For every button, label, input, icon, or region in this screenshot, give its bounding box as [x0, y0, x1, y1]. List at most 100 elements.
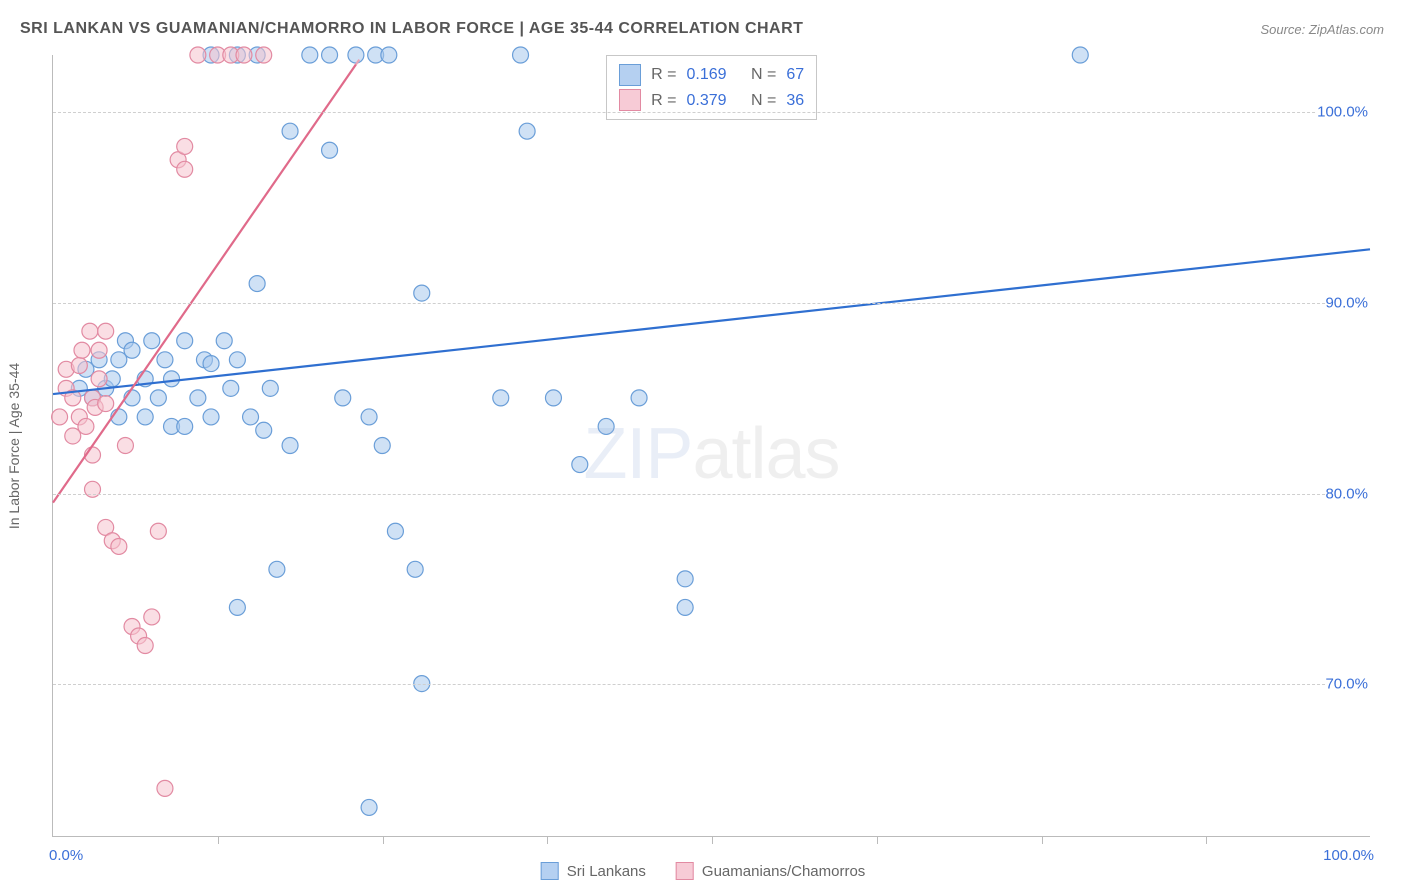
- y-tick-label: 90.0%: [1325, 294, 1374, 311]
- x-tick-label: 0.0%: [49, 847, 83, 864]
- plot-area: ZIPatlas R = 0.169 N = 67 R = 0.379 N = …: [52, 55, 1370, 837]
- data-point: [144, 333, 160, 349]
- data-point: [157, 780, 173, 796]
- data-point: [387, 523, 403, 539]
- legend-swatch-blue: [619, 64, 641, 86]
- legend-n-label: N =: [751, 62, 776, 88]
- data-point: [117, 438, 133, 454]
- data-point: [177, 333, 193, 349]
- gridline-h: [53, 494, 1370, 495]
- data-point: [513, 47, 529, 63]
- trend-line-pink-solid: [53, 65, 356, 503]
- data-point: [361, 409, 377, 425]
- chart-title: SRI LANKAN VS GUAMANIAN/CHAMORRO IN LABO…: [20, 20, 803, 38]
- data-point: [361, 799, 377, 815]
- legend-row-blue: R = 0.169 N = 67: [619, 62, 804, 88]
- data-point: [177, 161, 193, 177]
- data-point: [229, 352, 245, 368]
- legend-swatch-pink: [619, 89, 641, 111]
- data-point: [677, 599, 693, 615]
- legend-r-value-pink: 0.379: [686, 88, 726, 114]
- data-point: [82, 323, 98, 339]
- data-point: [229, 599, 245, 615]
- data-point: [203, 356, 219, 372]
- data-point: [150, 523, 166, 539]
- x-minor-tick: [877, 836, 878, 844]
- data-point: [322, 142, 338, 158]
- data-point: [124, 342, 140, 358]
- series-legend: Sri Lankans Guamanians/Chamorros: [541, 852, 866, 880]
- trend-line-blue: [53, 249, 1370, 394]
- data-point: [519, 123, 535, 139]
- data-point: [78, 418, 94, 434]
- gridline-h: [53, 112, 1370, 113]
- data-point: [177, 418, 193, 434]
- data-point: [236, 47, 252, 63]
- data-point: [269, 561, 285, 577]
- data-point: [262, 380, 278, 396]
- legend-r-label: R =: [651, 88, 676, 114]
- x-minor-tick: [383, 836, 384, 844]
- data-point: [282, 123, 298, 139]
- data-point: [282, 438, 298, 454]
- legend-r-value-blue: 0.169: [686, 62, 726, 88]
- data-point: [598, 418, 614, 434]
- data-point: [493, 390, 509, 406]
- legend-swatch-small-pink: [676, 862, 694, 880]
- x-minor-tick: [218, 836, 219, 844]
- data-point: [52, 409, 68, 425]
- x-minor-tick: [1206, 836, 1207, 844]
- data-point: [111, 538, 127, 554]
- scatter-plot-svg: [53, 55, 1370, 836]
- legend-swatch-small-blue: [541, 862, 559, 880]
- data-point: [98, 323, 114, 339]
- legend-n-label: N =: [751, 88, 776, 114]
- data-point: [98, 396, 114, 412]
- data-point: [335, 390, 351, 406]
- data-point: [243, 409, 259, 425]
- y-tick-label: 100.0%: [1317, 104, 1374, 121]
- data-point: [190, 47, 206, 63]
- data-point: [71, 358, 87, 374]
- y-tick-label: 80.0%: [1325, 485, 1374, 502]
- legend-item-blue: Sri Lankans: [541, 862, 646, 880]
- data-point: [381, 47, 397, 63]
- data-point: [374, 438, 390, 454]
- data-point: [190, 390, 206, 406]
- data-point: [572, 457, 588, 473]
- data-point: [256, 422, 272, 438]
- data-point: [216, 333, 232, 349]
- data-point: [1072, 47, 1088, 63]
- legend-label-pink: Guamanians/Chamorros: [702, 863, 865, 880]
- legend-n-value-pink: 36: [786, 88, 804, 114]
- chart-container: SRI LANKAN VS GUAMANIAN/CHAMORRO IN LABO…: [0, 0, 1406, 892]
- x-minor-tick: [712, 836, 713, 844]
- legend-label-blue: Sri Lankans: [567, 863, 646, 880]
- legend-n-value-blue: 67: [786, 62, 804, 88]
- data-point: [91, 371, 107, 387]
- gridline-h: [53, 303, 1370, 304]
- data-point: [545, 390, 561, 406]
- y-tick-label: 70.0%: [1325, 676, 1374, 693]
- data-point: [414, 285, 430, 301]
- data-point: [85, 481, 101, 497]
- x-minor-tick: [1042, 836, 1043, 844]
- correlation-legend: R = 0.169 N = 67 R = 0.379 N = 36: [606, 55, 817, 120]
- y-axis-title: In Labor Force | Age 35-44: [6, 363, 22, 529]
- legend-row-pink: R = 0.379 N = 36: [619, 88, 804, 114]
- data-point: [249, 276, 265, 292]
- x-minor-tick: [547, 836, 548, 844]
- data-point: [256, 47, 272, 63]
- data-point: [164, 371, 180, 387]
- data-point: [302, 47, 318, 63]
- data-point: [137, 638, 153, 654]
- data-point: [144, 609, 160, 625]
- source-label: Source: ZipAtlas.com: [1260, 22, 1384, 37]
- data-point: [91, 342, 107, 358]
- data-point: [157, 352, 173, 368]
- data-point: [177, 138, 193, 154]
- data-point: [631, 390, 647, 406]
- data-point: [203, 409, 219, 425]
- data-point: [677, 571, 693, 587]
- data-point: [407, 561, 423, 577]
